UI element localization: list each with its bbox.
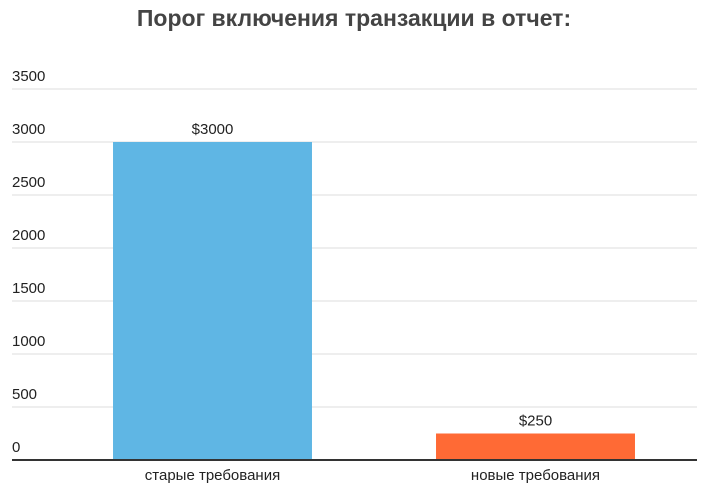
value-label: $250	[519, 412, 552, 429]
y-tick-label: 2500	[12, 174, 45, 191]
chart-title: Порог включения транзакции в отчет:	[137, 5, 571, 31]
value-label: $3000	[192, 121, 234, 138]
x-tick-label: старые требования	[145, 467, 280, 484]
y-tick-label: 0	[12, 439, 20, 456]
x-tick-label: новые требования	[471, 467, 600, 484]
y-tick-label: 1500	[12, 280, 45, 297]
y-tick-label: 2000	[12, 227, 45, 244]
y-tick-label: 500	[12, 386, 37, 403]
y-tick-label: 3500	[12, 68, 45, 85]
y-tick-label: 3000	[12, 121, 45, 138]
y-tick-label: 1000	[12, 333, 45, 350]
bar	[436, 433, 635, 460]
bar	[113, 142, 312, 460]
